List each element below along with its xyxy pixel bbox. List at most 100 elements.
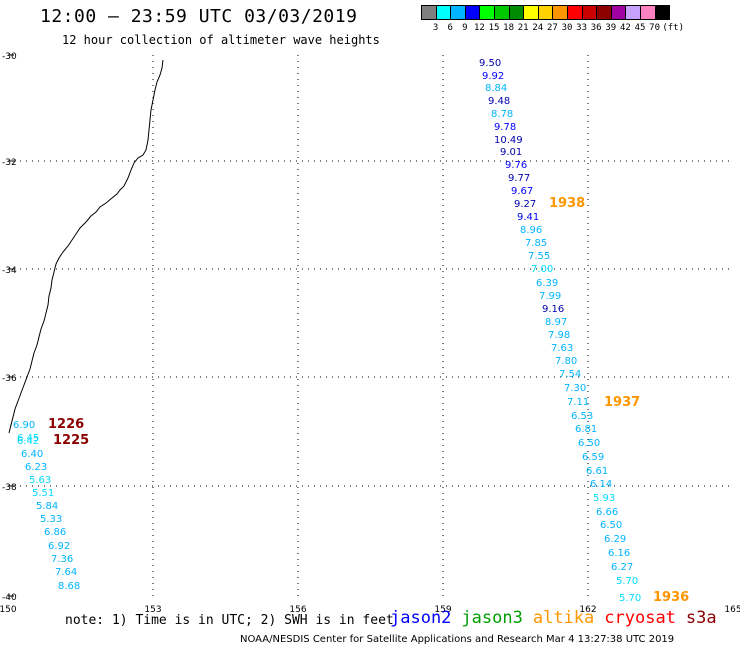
wave-height-label: 6.14 xyxy=(590,479,612,490)
longitude-label: 159 xyxy=(434,605,451,615)
legend-tick-label: 42 xyxy=(619,23,631,33)
wave-height-label: 7.54 xyxy=(559,369,581,380)
wave-height-label: 5.51 xyxy=(32,488,54,499)
wave-height-label: 7.80 xyxy=(555,356,577,367)
wave-height-label: 7.85 xyxy=(525,238,547,249)
legend-swatch xyxy=(654,5,671,20)
wave-height-label: 9.50 xyxy=(479,58,501,69)
wave-height-label: 7.00 xyxy=(531,264,553,275)
map-subtitle: 12 hour collection of altimeter wave hei… xyxy=(62,33,380,47)
wave-height-label: 9.78 xyxy=(494,122,516,133)
wave-height-label: 9.41 xyxy=(517,212,539,223)
legend-tick-label: 33 xyxy=(576,23,588,33)
wave-height-label: 7.36 xyxy=(51,554,73,565)
wave-height-label: 9.01 xyxy=(500,147,522,158)
legend-tick-label: 36 xyxy=(590,23,602,33)
pass-time-label: 1937 xyxy=(604,395,640,410)
latitude-label: -30 xyxy=(2,52,17,62)
legend-labels: 3 6 9 12 15 18 21 24 27 30 33 36 39 42 45 70 (ft) xyxy=(421,23,740,35)
pass-time-label: 1936 xyxy=(653,590,689,605)
legend-tick-label: 45 xyxy=(634,23,646,33)
longitude-label: 153 xyxy=(144,605,161,615)
satellite-legend: jason2 jason3 altika cryosat s3a xyxy=(390,608,727,628)
wave-height-label: 6.59 xyxy=(582,452,604,463)
legend-tick-label: 39 xyxy=(605,23,617,33)
legend-tick-label: 18 xyxy=(503,23,515,33)
wave-height-label: 9.76 xyxy=(505,160,527,171)
legend-tick-label: 27 xyxy=(546,23,558,33)
longitude-label: 150 xyxy=(0,605,17,615)
wave-height-label: 6.29 xyxy=(604,534,626,545)
wave-height-label: 5.33 xyxy=(40,514,62,525)
credit-line: NOAA/NESDIS Center for Satellite Applica… xyxy=(240,634,675,645)
legend-tick-label: 9 xyxy=(462,23,468,33)
pass-time-label: 1938 xyxy=(549,196,585,211)
legend-tick-label: 3 xyxy=(432,23,439,33)
wave-height-label: 9.16 xyxy=(542,304,564,315)
satellite-legend-s3a: s3a xyxy=(685,608,717,628)
satellite-legend-jason3: jason3 xyxy=(461,608,523,628)
wave-height-label: 7.30 xyxy=(564,383,586,394)
wave-height-label: 8.84 xyxy=(485,83,507,94)
wave-height-label: 6.86 xyxy=(44,527,66,538)
wave-height-label: 6.16 xyxy=(608,548,630,559)
legend-tick-label: 30 xyxy=(561,23,573,33)
satellite-legend-cryosat: cryosat xyxy=(604,608,676,628)
map-title: 12:00 – 23:59 UTC 03/03/2019 xyxy=(40,6,358,27)
wave-height-label: 9.77 xyxy=(508,173,530,184)
latitude-label: -36 xyxy=(2,374,17,384)
legend-tick-label: 6 xyxy=(447,23,453,33)
wave-height-label: 10.49 xyxy=(494,135,523,146)
wave-height-label: 6.27 xyxy=(611,562,633,573)
latitude-label: -32 xyxy=(2,158,17,168)
wave-height-label: 8.96 xyxy=(520,225,542,236)
footer-note: note: 1) Time is in UTC; 2) SWH is in fe… xyxy=(65,613,394,628)
wave-height-label: 8.68 xyxy=(58,581,80,592)
wave-height-label: 5.70 xyxy=(619,593,641,604)
latitude-label: -40 xyxy=(2,593,17,603)
pass-time-label: 1225 xyxy=(53,433,89,448)
legend-tick-label: 70 xyxy=(649,23,661,33)
wave-height-label: 9.92 xyxy=(482,71,504,82)
wave-height-label: 7.11 xyxy=(567,397,589,408)
wave-height-label: 6.92 xyxy=(48,541,70,552)
latitude-label: -38 xyxy=(2,483,17,493)
legend-tick-label: 12 xyxy=(473,23,485,33)
color-scale-legend: 3 6 9 12 15 18 21 24 27 30 33 36 39 42 45 70 (ft) xyxy=(421,5,684,33)
wave-height-label: 6.42 xyxy=(17,436,39,447)
wave-height-label: 5.93 xyxy=(593,493,615,504)
coastline xyxy=(8,59,164,434)
pass-time-label: 1226 xyxy=(48,417,84,432)
wave-height-label: 8.97 xyxy=(545,317,567,328)
legend-tick-label: 15 xyxy=(488,23,500,33)
wave-height-label: 7.98 xyxy=(548,330,570,341)
legend-unit: (ft) xyxy=(662,23,685,33)
wave-height-label: 6.39 xyxy=(536,278,558,289)
wave-height-label: 5.84 xyxy=(36,501,58,512)
wave-height-label: 6.53 xyxy=(571,411,593,422)
wave-height-label: 6.81 xyxy=(575,424,597,435)
wave-height-label: 7.99 xyxy=(539,291,561,302)
legend-tick-label: 21 xyxy=(517,23,529,33)
wave-height-label: 9.27 xyxy=(514,199,536,210)
wave-height-label: 5.70 xyxy=(616,576,638,587)
wave-height-label: 5.63 xyxy=(29,475,51,486)
wave-height-label: 6.23 xyxy=(25,462,47,473)
wave-height-label: 6.61 xyxy=(586,466,608,477)
wave-height-label: 8.78 xyxy=(491,109,513,120)
wave-height-label: 6.40 xyxy=(21,449,43,460)
wave-height-label: 6.50 xyxy=(600,520,622,531)
legend-swatches xyxy=(421,5,671,20)
satellite-legend-jason2: jason2 xyxy=(390,608,452,628)
wave-height-label: 9.67 xyxy=(511,186,533,197)
longitude-label: 162 xyxy=(579,605,596,615)
wave-height-label: 7.64 xyxy=(55,567,77,578)
wave-height-label: 6.50 xyxy=(578,438,600,449)
wave-height-label: 6.45 xyxy=(17,433,39,444)
longitude-label: 156 xyxy=(289,605,306,615)
legend-tick-label: 24 xyxy=(532,23,544,33)
satellite-legend-altika: altika xyxy=(532,608,595,628)
wave-height-label: 7.55 xyxy=(528,251,550,262)
latitude-label: -34 xyxy=(2,266,17,276)
